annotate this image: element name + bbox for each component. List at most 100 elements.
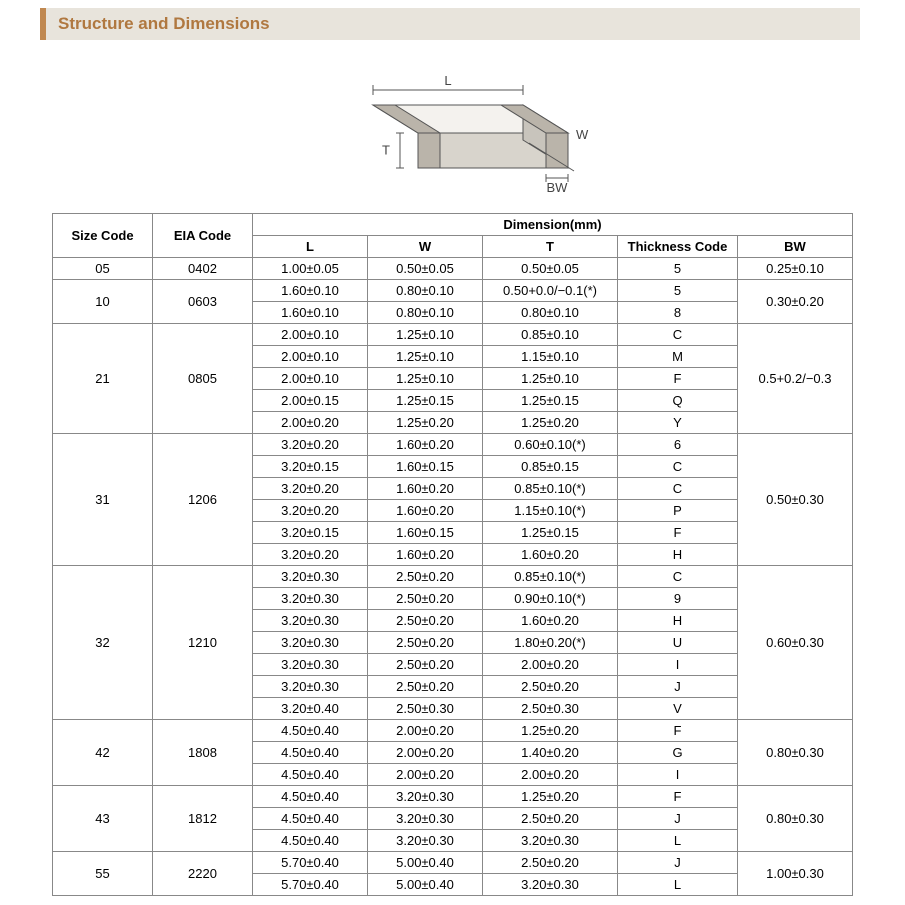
cell-l: 3.20±0.30 <box>253 654 368 676</box>
cell-bw: 0.30±0.20 <box>738 280 853 324</box>
svg-text:W: W <box>576 127 589 142</box>
cell-l: 2.00±0.15 <box>253 390 368 412</box>
cell-t: 0.85±0.10 <box>483 324 618 346</box>
cell-t: 0.60±0.10(*) <box>483 434 618 456</box>
table-header: Size Code EIA Code Dimension(mm) L W T T… <box>53 214 853 258</box>
table-row: 3212103.20±0.302.50±0.200.85±0.10(*)C0.6… <box>53 566 853 588</box>
cell-eia: 1210 <box>153 566 253 720</box>
table-body: 0504021.00±0.050.50±0.050.50±0.0550.25±0… <box>53 258 853 896</box>
cell-w: 1.60±0.20 <box>368 434 483 456</box>
col-w: W <box>368 236 483 258</box>
cell-eia: 0805 <box>153 324 253 434</box>
cell-w: 1.60±0.20 <box>368 478 483 500</box>
cell-tc: V <box>618 698 738 720</box>
cell-bw: 1.00±0.30 <box>738 852 853 896</box>
cell-tc: F <box>618 720 738 742</box>
cell-t: 2.50±0.20 <box>483 676 618 698</box>
cell-t: 2.50±0.20 <box>483 852 618 874</box>
cell-tc: L <box>618 874 738 896</box>
cell-eia: 0603 <box>153 280 253 324</box>
cell-l: 4.50±0.40 <box>253 830 368 852</box>
cell-l: 1.60±0.10 <box>253 280 368 302</box>
cell-l: 5.70±0.40 <box>253 852 368 874</box>
cell-bw: 0.25±0.10 <box>738 258 853 280</box>
cell-size: 10 <box>53 280 153 324</box>
cell-t: 0.80±0.10 <box>483 302 618 324</box>
table-row: 1006031.60±0.100.80±0.100.50+0.0/−0.1(*)… <box>53 280 853 302</box>
cell-tc: H <box>618 544 738 566</box>
cell-l: 3.20±0.30 <box>253 610 368 632</box>
cell-tc: 5 <box>618 280 738 302</box>
cell-w: 1.25±0.10 <box>368 324 483 346</box>
cell-tc: C <box>618 566 738 588</box>
table-row: 4218084.50±0.402.00±0.201.25±0.20F0.80±0… <box>53 720 853 742</box>
cell-w: 2.50±0.20 <box>368 610 483 632</box>
section-header: Structure and Dimensions <box>40 8 860 40</box>
cell-size: 32 <box>53 566 153 720</box>
cell-tc: J <box>618 808 738 830</box>
cell-size: 42 <box>53 720 153 786</box>
cell-w: 1.60±0.20 <box>368 500 483 522</box>
cell-t: 1.15±0.10(*) <box>483 500 618 522</box>
cell-size: 21 <box>53 324 153 434</box>
col-bw: BW <box>738 236 853 258</box>
col-size: Size Code <box>53 214 153 258</box>
cell-l: 3.20±0.30 <box>253 566 368 588</box>
col-eia: EIA Code <box>153 214 253 258</box>
cell-tc: I <box>618 764 738 786</box>
cell-tc: 8 <box>618 302 738 324</box>
cell-w: 1.60±0.15 <box>368 522 483 544</box>
cell-l: 4.50±0.40 <box>253 786 368 808</box>
cell-t: 0.85±0.10(*) <box>483 566 618 588</box>
col-t: T <box>483 236 618 258</box>
cell-tc: F <box>618 786 738 808</box>
cell-l: 3.20±0.15 <box>253 522 368 544</box>
cell-l: 3.20±0.15 <box>253 456 368 478</box>
cell-t: 1.25±0.20 <box>483 786 618 808</box>
col-tc: Thickness Code <box>618 236 738 258</box>
cell-w: 1.25±0.15 <box>368 390 483 412</box>
table-row: 2108052.00±0.101.25±0.100.85±0.10C0.5+0.… <box>53 324 853 346</box>
cell-w: 3.20±0.30 <box>368 830 483 852</box>
cell-tc: Q <box>618 390 738 412</box>
cell-t: 0.85±0.15 <box>483 456 618 478</box>
cell-tc: C <box>618 324 738 346</box>
cell-size: 55 <box>53 852 153 896</box>
svg-text:BW: BW <box>546 180 568 195</box>
cell-t: 1.60±0.20 <box>483 610 618 632</box>
table-row: 3112063.20±0.201.60±0.200.60±0.10(*)60.5… <box>53 434 853 456</box>
cell-t: 1.25±0.10 <box>483 368 618 390</box>
cell-w: 2.00±0.20 <box>368 742 483 764</box>
cell-l: 2.00±0.10 <box>253 368 368 390</box>
cell-eia: 2220 <box>153 852 253 896</box>
cell-bw: 0.80±0.30 <box>738 786 853 852</box>
cell-l: 3.20±0.30 <box>253 588 368 610</box>
cell-tc: C <box>618 478 738 500</box>
cell-w: 5.00±0.40 <box>368 874 483 896</box>
cell-w: 2.50±0.20 <box>368 588 483 610</box>
cell-l: 3.20±0.20 <box>253 478 368 500</box>
cell-t: 1.80±0.20(*) <box>483 632 618 654</box>
cell-l: 2.00±0.10 <box>253 346 368 368</box>
cell-t: 3.20±0.30 <box>483 874 618 896</box>
cell-w: 0.80±0.10 <box>368 302 483 324</box>
cell-t: 1.40±0.20 <box>483 742 618 764</box>
cell-l: 4.50±0.40 <box>253 742 368 764</box>
cell-t: 3.20±0.30 <box>483 830 618 852</box>
cell-w: 2.00±0.20 <box>368 764 483 786</box>
cell-t: 1.25±0.20 <box>483 412 618 434</box>
cell-l: 1.60±0.10 <box>253 302 368 324</box>
section-title: Structure and Dimensions <box>58 14 270 33</box>
cell-tc: L <box>618 830 738 852</box>
cell-t: 2.50±0.20 <box>483 808 618 830</box>
cell-size: 31 <box>53 434 153 566</box>
cell-w: 2.50±0.20 <box>368 654 483 676</box>
cell-l: 2.00±0.10 <box>253 324 368 346</box>
cell-tc: Y <box>618 412 738 434</box>
cell-t: 1.15±0.10 <box>483 346 618 368</box>
cell-size: 43 <box>53 786 153 852</box>
cell-t: 1.25±0.15 <box>483 522 618 544</box>
cell-tc: J <box>618 676 738 698</box>
cell-tc: J <box>618 852 738 874</box>
cell-t: 0.90±0.10(*) <box>483 588 618 610</box>
